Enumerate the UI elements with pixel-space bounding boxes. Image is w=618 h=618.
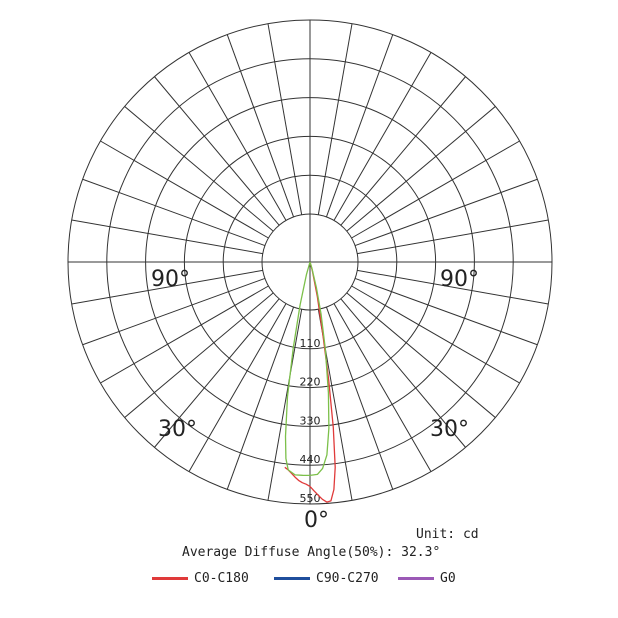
legend-label-c0-c180: C0-C180 [194,571,249,586]
grid-spoke [100,285,269,384]
legend-swatch-c90-c270 [274,577,310,580]
grid-spoke [154,298,280,448]
radial-tick-labels: 110 220 330 440 550 [300,337,321,505]
series-curves [284,261,336,503]
grid-spoke [346,292,496,418]
grid-spoke [354,277,538,346]
grid-spoke [357,269,549,305]
legend-item-c0-c180: C0-C180 [152,571,249,586]
angle-label-right-30: 30° [430,417,469,442]
grid-spoke [267,23,303,215]
radial-tick-label: 550 [300,492,321,505]
series-curve-unnamed [284,261,330,477]
grid-spoke [100,140,269,239]
grid-spoke [351,285,520,384]
average-diffuse-angle-text: Average Diffuse Angle(50%): 32.3° [182,545,441,560]
radial-tick-label: 220 [300,376,321,389]
grid-spoke [267,309,303,501]
legend-item-g0: G0 [398,571,456,586]
radial-tick-label: 330 [300,414,321,427]
grid-spoke [124,292,274,418]
grid-spoke [188,303,287,472]
grid-spoke [71,269,263,305]
grid-spoke [226,306,295,490]
grid-spoke [317,23,353,215]
angle-label-left-90: 90° [151,267,190,292]
legend-label-c90-c270: C90-C270 [316,571,379,586]
polar-labels: 90° 90° 30° 30° 0° [151,267,479,533]
legend-swatch-g0 [398,577,434,580]
legend-swatch-c0-c180 [152,577,188,580]
grid-spoke [340,76,466,226]
grid-spoke [354,178,538,247]
grid-spoke [325,34,394,218]
grid-spoke [340,298,466,448]
unit-text: Unit: cd [416,527,479,542]
legend: C0-C180 C90-C270 G0 [0,571,618,589]
legend-item-c90-c270: C90-C270 [274,571,379,586]
grid-spoke [226,34,295,218]
grid-spoke [188,52,287,221]
grid-spoke [351,140,520,239]
grid-spoke [357,219,549,255]
legend-label-g0: G0 [440,571,456,586]
polar-grid [67,19,553,505]
grid-spoke [82,178,266,247]
angle-label-bottom-0: 0° [304,508,329,533]
grid-spoke [124,106,274,232]
grid-spoke [333,52,432,221]
grid-spoke [325,306,394,490]
grid-spoke [346,106,496,232]
angle-label-left-30: 30° [158,417,197,442]
grid-spoke [82,277,266,346]
grid-spoke [71,219,263,255]
grid-spoke [333,303,432,472]
angle-label-right-90: 90° [440,267,479,292]
grid-spoke [154,76,280,226]
radial-tick-label: 440 [300,453,321,466]
radial-tick-label: 110 [300,337,321,350]
